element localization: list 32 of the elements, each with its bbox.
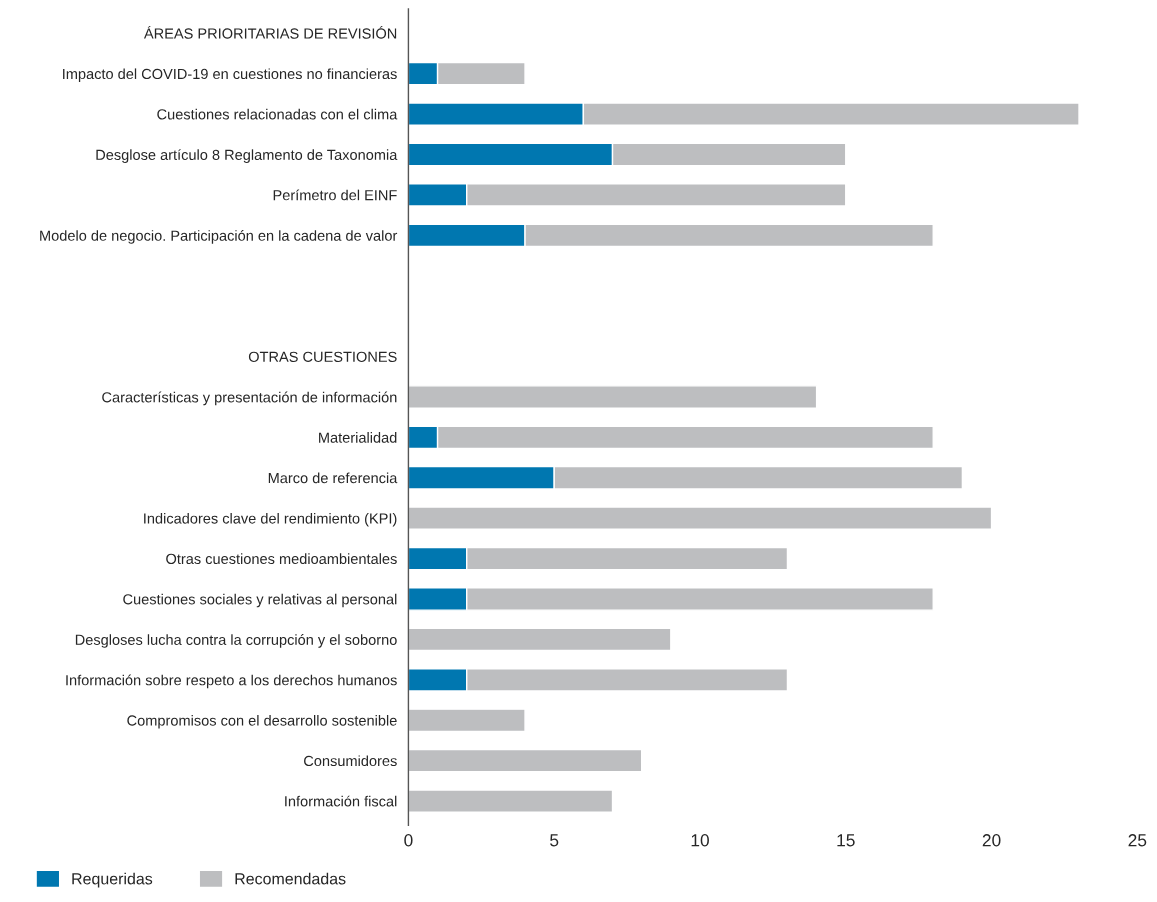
y-tick-label: Información sobre respeto a los derechos humanos (66, 674, 397, 689)
legend-label: Recomendadas (235, 872, 346, 885)
y-tick-label: Materialidad (319, 432, 397, 443)
bar (408, 789, 614, 813)
x-tick-label: 0 (404, 834, 413, 847)
x-tick-label: 25 (1128, 834, 1147, 847)
y-tick-label: ÁREAS PRIORITARIAS DE REVISIÓN (143, 25, 397, 39)
y-tick-label: OTRAS CUESTIONES (248, 351, 397, 362)
y-tick-label: Desgloses lucha contra la corrupción y el soborno (75, 634, 397, 648)
y-tick-label: Consumidores (304, 755, 397, 767)
x-tick-label: 5 (550, 834, 559, 847)
y-tick-label: Modelo de negocio. Participación en la cadena de valor (40, 229, 398, 244)
y-tick-label: Información fiscal (285, 795, 397, 807)
y-tick-label: Características y presentación de información (102, 391, 397, 406)
y-tick-label: Marco de referencia (268, 472, 398, 484)
legend-label: Requeridas (72, 872, 153, 888)
bar (408, 748, 643, 773)
y-tick-label: Desglose artículo 8 Reglamento de Taxonomia (96, 149, 398, 163)
y-tick-label: Impacto del COVID-19 en cuestiones no financieras (63, 68, 397, 82)
x-tick-label: 20 (982, 834, 1001, 847)
y-tick-label: Compromisos con el desarrollo sostenible (127, 714, 397, 729)
y-tick-label: Cuestiones relacionadas con el clima (157, 108, 398, 120)
bar (408, 627, 672, 652)
x-tick-label: 10 (691, 834, 709, 847)
x-tick-label: 15 (837, 834, 855, 847)
y-tick-label: Perímetro del EINF (273, 189, 397, 201)
bar (408, 385, 818, 409)
y-tick-label: Indicadores clave del rendimiento (KPI) (144, 512, 397, 527)
bar (408, 506, 993, 531)
y-tick-label: Otras cuestiones medioambientales (166, 553, 397, 565)
y-tick-label: Cuestiones sociales y relativas al personal (123, 593, 397, 608)
bar (408, 708, 526, 733)
